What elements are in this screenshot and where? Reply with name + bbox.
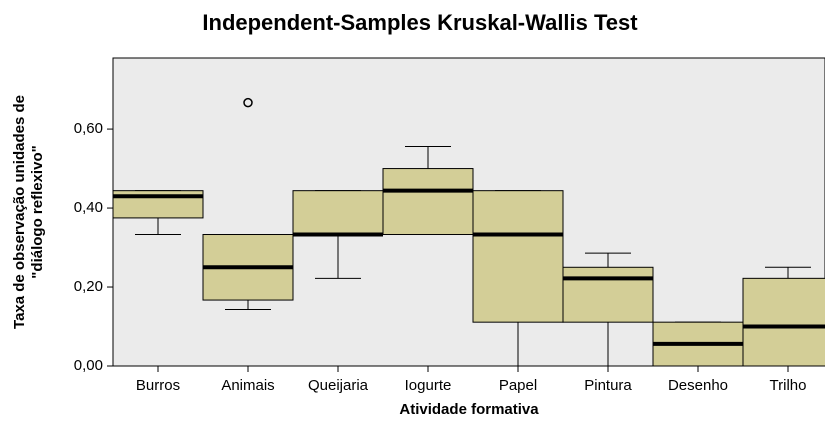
y-tick-label: 0,00 xyxy=(74,357,103,374)
x-tick-label: Iogurte xyxy=(405,377,452,394)
x-tick-label: Pintura xyxy=(584,377,632,394)
y-tick-label: 0,60 xyxy=(74,120,103,137)
box xyxy=(382,168,474,236)
y-tick-label: 0,20 xyxy=(74,278,103,295)
box xyxy=(472,190,564,323)
x-tick-label: Papel xyxy=(499,377,537,394)
plot-marks xyxy=(113,97,825,366)
box xyxy=(562,266,654,323)
y-axis-label: "diálogo reflexivo" xyxy=(29,145,46,278)
y-axis-label: Taxa de observação unidades de xyxy=(11,95,28,329)
chart-title: Independent-Samples Kruskal-Wallis Test xyxy=(202,10,638,35)
x-tick-label: Queijaria xyxy=(308,377,369,394)
x-tick-label: Animais xyxy=(221,377,274,394)
x-tick-label: Burros xyxy=(136,377,180,394)
box xyxy=(742,277,825,366)
x-tick-label: Trilho xyxy=(770,377,807,394)
outlier xyxy=(243,97,253,108)
x-axis-label: Atividade formativa xyxy=(399,401,539,418)
x-tick-label: Desenho xyxy=(668,377,728,394)
y-tick-label: 0,40 xyxy=(74,199,103,216)
box xyxy=(292,190,384,236)
